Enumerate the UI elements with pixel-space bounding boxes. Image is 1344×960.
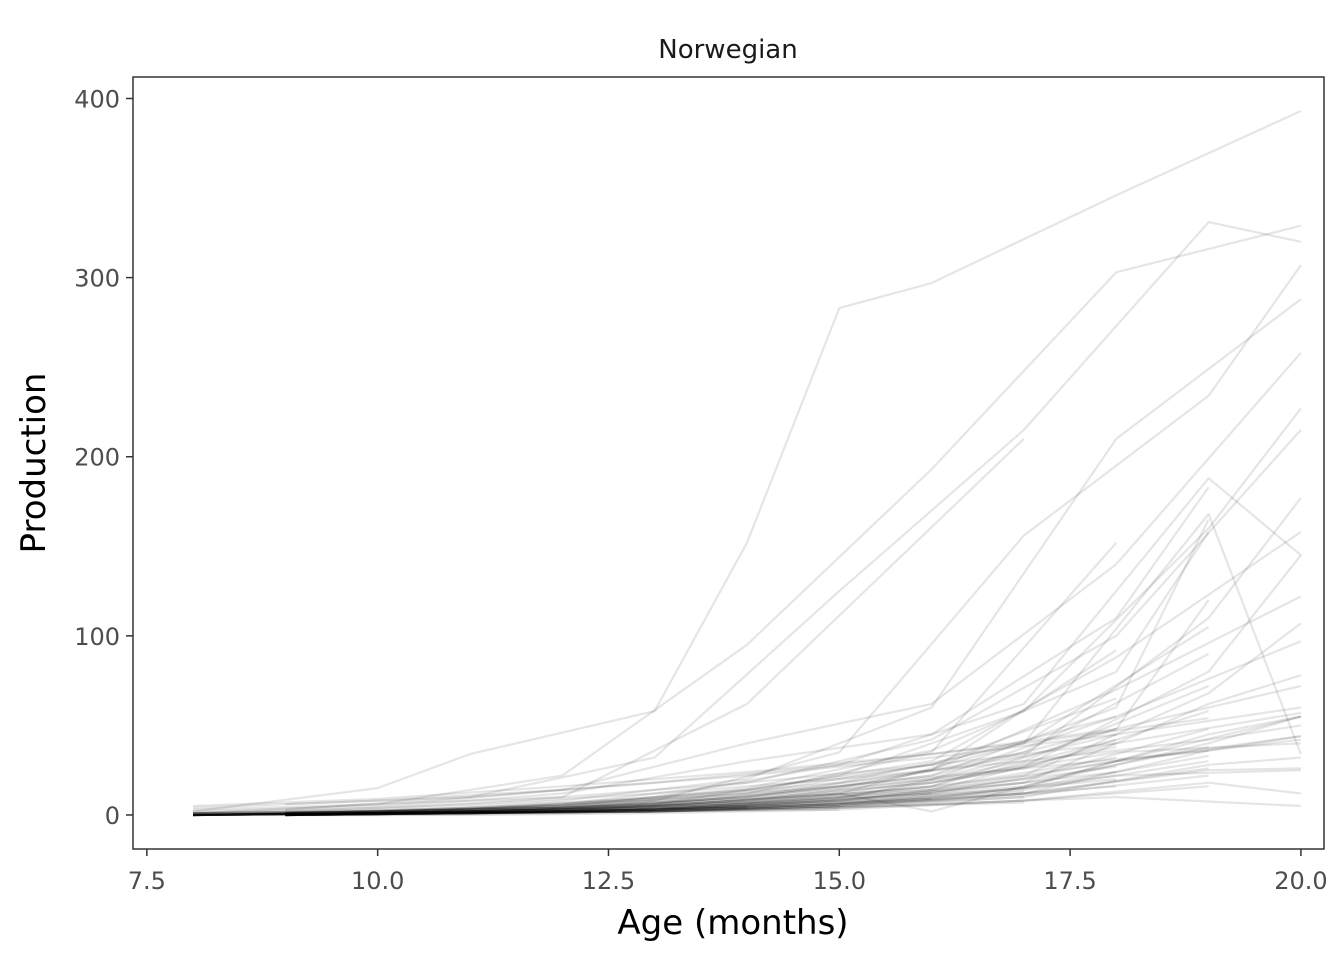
- series-line-65: [192, 792, 932, 817]
- series-line-45: [192, 649, 1117, 817]
- series-line-61: [192, 733, 1117, 817]
- series-line-70: [285, 810, 655, 817]
- series-line-21: [285, 674, 1302, 815]
- series-line-2: [192, 224, 1302, 815]
- series-line-25: [285, 735, 1302, 817]
- series-line-1: [192, 109, 1302, 813]
- series-line-46: [285, 625, 1210, 815]
- series-line-58: [285, 715, 1302, 817]
- series-line-40: [285, 801, 1024, 817]
- series-line-47: [192, 745, 1117, 817]
- series-line-64: [285, 767, 1209, 817]
- plot-panel: [133, 77, 1324, 849]
- series-line-48: [285, 715, 1302, 817]
- y-tick-label: 100: [74, 623, 120, 651]
- series-line-6: [192, 298, 1302, 817]
- series-line-74: [285, 749, 1209, 815]
- series-line-37: [192, 770, 1117, 817]
- series-line-22: [192, 684, 1302, 817]
- x-tick-label: 7.5: [128, 867, 166, 895]
- series-line-11: [192, 531, 1210, 817]
- x-tick-label: 12.5: [582, 867, 635, 895]
- series-line-67: [192, 804, 748, 817]
- series-line-52: [285, 774, 1209, 817]
- x-tick-label: 10.0: [351, 867, 404, 895]
- series-layer: [192, 109, 1302, 817]
- y-tick-label: 0: [105, 802, 120, 830]
- series-line-28: [192, 769, 1301, 817]
- series-line-33: [192, 738, 1117, 817]
- series-line-8: [192, 486, 1210, 815]
- series-line-31: [192, 518, 1210, 815]
- series-line-76: [285, 717, 1209, 806]
- y-axis-title: Production: [14, 373, 54, 554]
- y-tick-label: 200: [74, 444, 120, 472]
- series-line-12: [285, 512, 1302, 815]
- y-tick-label: 400: [74, 85, 120, 113]
- series-line-34: [285, 684, 1210, 817]
- series-line-59: [192, 742, 1301, 815]
- series-line-13: [192, 429, 1302, 817]
- series-line-10: [285, 407, 1302, 817]
- series-line-32: [285, 727, 1209, 817]
- series-line-44: [285, 710, 1209, 817]
- series-line-5: [285, 264, 1302, 817]
- series-line-71: [192, 706, 1302, 809]
- series-line-15: [192, 531, 1302, 815]
- series-line-16: [285, 554, 1302, 817]
- series-line-49: [192, 765, 1117, 817]
- series-line-66: [285, 790, 1024, 817]
- series-line-3: [285, 221, 1302, 811]
- series-line-69: [192, 810, 563, 817]
- series-line-29: [285, 781, 1302, 817]
- series-line-9: [285, 477, 1302, 815]
- series-line-17: [192, 541, 1118, 817]
- x-axis-title: Age (months): [617, 903, 848, 943]
- chart-title: Norwegian: [658, 35, 797, 65]
- series-line-7: [192, 352, 1302, 813]
- series-line-20: [192, 640, 1302, 817]
- series-line-51: [192, 778, 1117, 817]
- series-line-62: [285, 745, 1209, 817]
- series-line-55: [192, 806, 748, 817]
- series-line-35: [192, 697, 1117, 815]
- series-line-26: [192, 738, 1302, 817]
- series-line-39: [192, 797, 932, 817]
- series-line-36: [285, 760, 1209, 817]
- series-line-54: [285, 796, 1024, 817]
- x-tick-label: 20.0: [1274, 867, 1327, 895]
- series-line-14: [285, 497, 1302, 817]
- series-line-30: [193, 795, 1301, 817]
- series-line-73: [192, 742, 1117, 811]
- series-line-4: [192, 438, 1025, 815]
- series-line-68: [285, 804, 840, 817]
- series-line-38: [285, 785, 1209, 817]
- series-line-75: [192, 727, 1117, 808]
- x-axis: 7.5 10.0 12.5 15.0 17.5 20.0: [128, 849, 1328, 895]
- series-line-27: [285, 756, 1301, 817]
- y-tick-label: 300: [74, 265, 120, 293]
- series-line-43: [192, 599, 1210, 817]
- series-line-57: [192, 735, 1302, 817]
- panel-border: [132, 76, 1325, 850]
- series-line-41: [192, 715, 1117, 817]
- series-line-24: [192, 711, 1302, 817]
- x-tick-label: 17.5: [1043, 867, 1096, 895]
- series-line-42: [285, 652, 1210, 815]
- series-line-63: [192, 756, 1117, 817]
- series-line-23: [285, 715, 1302, 817]
- y-axis: 0 100 200 300 400: [74, 85, 133, 830]
- series-line-60: [285, 767, 1301, 817]
- series-line-53: [192, 785, 1117, 817]
- series-line-72: [285, 724, 1302, 813]
- x-tick-label: 15.0: [813, 867, 866, 895]
- series-line-19: [285, 622, 1302, 817]
- series-line-18: [192, 595, 1302, 815]
- series-line-50: [285, 754, 1209, 817]
- series-line-56: [285, 808, 840, 817]
